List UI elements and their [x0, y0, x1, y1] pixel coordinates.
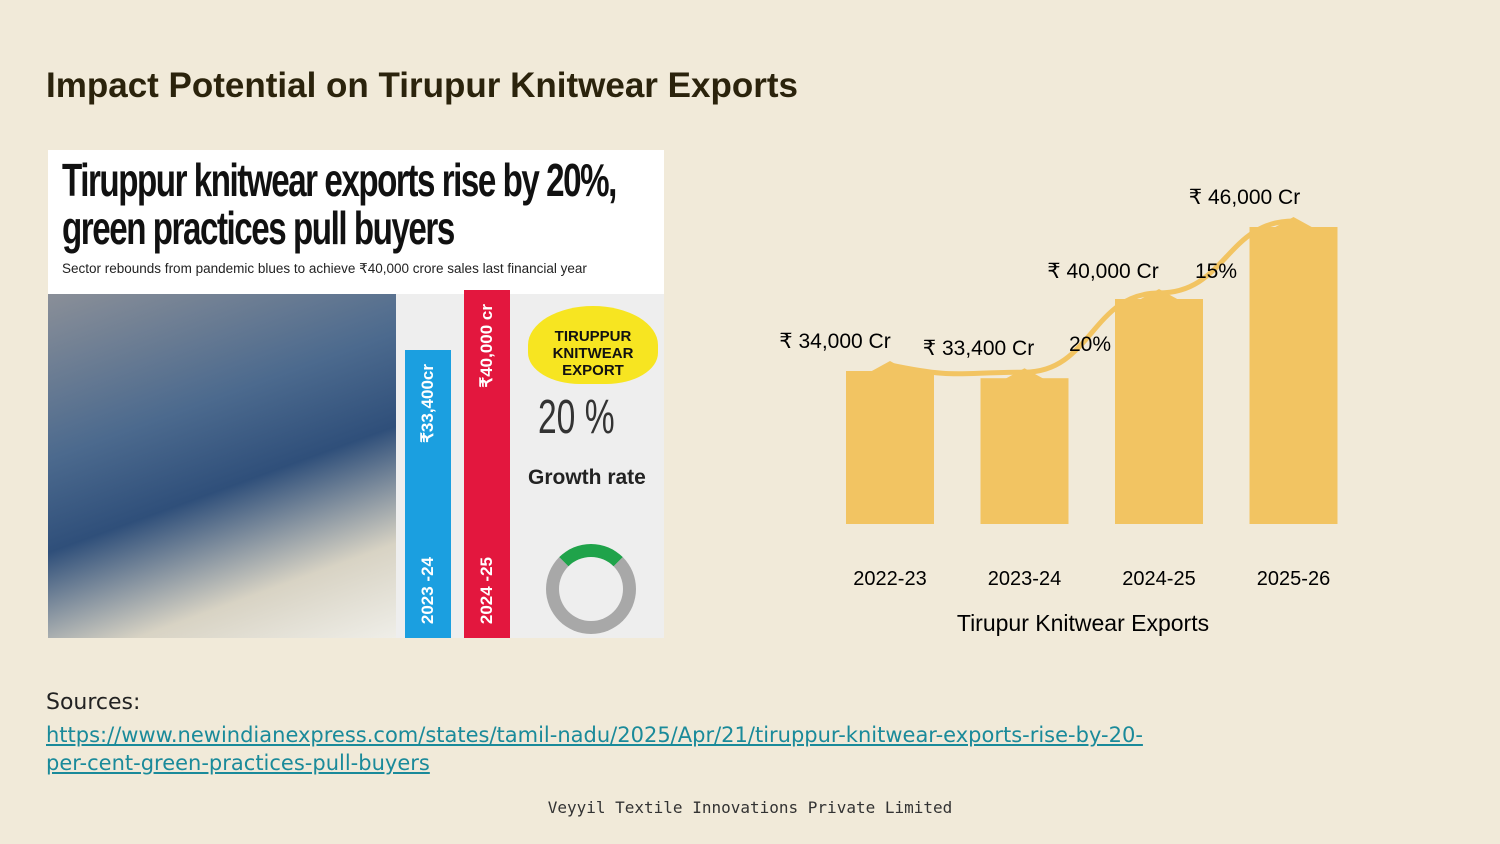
workers-photo [48, 294, 396, 638]
x-tick-label: 2022-23 [853, 568, 926, 590]
growth-label: 20% [1069, 333, 1111, 356]
data-label: ₹ 33,400 Cr [923, 337, 1034, 360]
x-axis-label: Tirupur Knitwear Exports [957, 610, 1209, 636]
bar-2023-24 [980, 378, 1069, 524]
footer-company: Veyyil Textile Innovations Private Limit… [547, 798, 953, 817]
page-title: Impact Potential on Tirupur Knitwear Exp… [46, 66, 798, 105]
infographic: ₹33,400cr 2023 -24 ₹40,000 cr 2024 -25 T… [396, 290, 664, 638]
trend-marker [1273, 217, 1314, 228]
x-tick-label: 2025-26 [1257, 568, 1330, 590]
clipping-subheadline: Sector rebounds from pandemic blues to a… [62, 261, 587, 276]
infographic-bar-2023-24: ₹33,400cr 2023 -24 [405, 350, 451, 638]
clipping-headline: Tiruppur knitwear exports rise by 20%, g… [62, 154, 617, 254]
growth-label: 15% [1195, 260, 1237, 283]
trend-marker [1139, 289, 1179, 300]
growth-label: Growth rate [528, 466, 646, 489]
source-link[interactable]: https://www.newindianexpress.com/states/… [46, 723, 1143, 775]
growth-donut-icon [546, 544, 636, 634]
bar-value: ₹33,400cr [418, 364, 437, 443]
bar-2022-23 [846, 371, 934, 524]
data-label: ₹ 34,000 Cr [779, 330, 890, 353]
data-label: ₹ 40,000 Cr [1047, 260, 1158, 283]
infographic-bar-2024-25: ₹40,000 cr 2024 -25 [464, 290, 510, 638]
export-badge: TIRUPPUR KNITWEAR EXPORT [528, 306, 658, 384]
bar-year: 2024 -25 [477, 556, 496, 624]
data-label: ₹ 46,000 Cr [1189, 186, 1300, 209]
trend-line [889, 218, 1294, 377]
bar-year: 2023 -24 [418, 556, 437, 624]
trend-marker [870, 361, 910, 372]
bar-2024-25 [1115, 299, 1203, 524]
trend-marker [1004, 368, 1045, 380]
bar-2025-26 [1249, 227, 1338, 524]
x-tick-label: 2023-24 [988, 568, 1061, 590]
x-tick-label: 2024-25 [1122, 568, 1195, 590]
growth-value: 20 % [538, 391, 615, 444]
news-clipping-image: Tiruppur knitwear exports rise by 20%, g… [48, 150, 664, 638]
bar-value: ₹40,000 cr [477, 304, 496, 388]
sources-label: Sources: [46, 690, 141, 715]
